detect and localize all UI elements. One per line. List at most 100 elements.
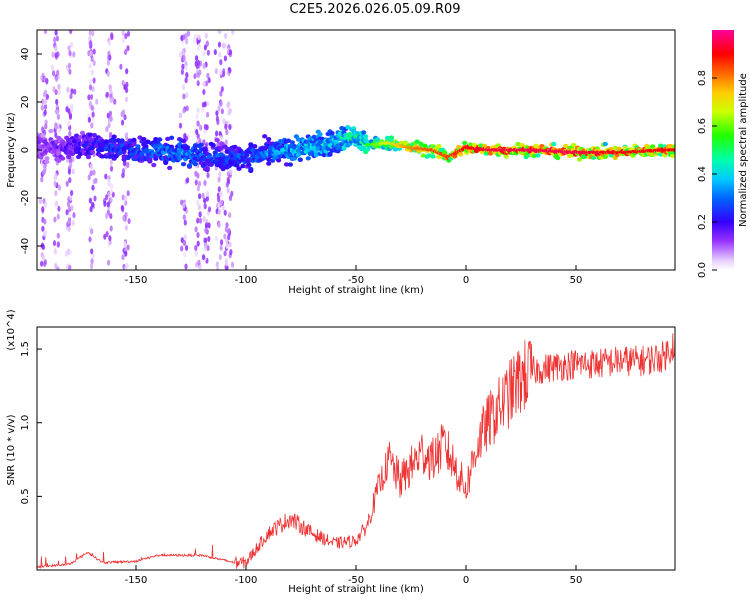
heatmap-cell: [184, 145, 191, 150]
heatmap-cell: [216, 266, 220, 270]
heatmap-cell: [248, 142, 254, 147]
heatmap-cell: [55, 108, 60, 115]
x-tick-label: -100: [235, 275, 258, 286]
heatmap-cell: [109, 225, 113, 232]
heatmap-cell: [40, 104, 44, 111]
heatmap-cell: [69, 30, 73, 34]
heatmap-cell: [57, 184, 62, 191]
snr-y-multiplier: (x10^4): [6, 309, 17, 350]
heatmap-cell: [91, 117, 95, 123]
heatmap-cell: [551, 141, 557, 147]
heatmap-cell: [672, 144, 675, 149]
heatmap-cell: [121, 80, 125, 86]
heatmap-cell: [224, 33, 228, 40]
heatmap-cell: [108, 235, 112, 242]
heatmap-cell: [201, 192, 205, 199]
heatmap-cell: [87, 132, 94, 137]
heatmap-cell: [229, 249, 233, 256]
heatmap-cell: [60, 156, 66, 161]
heatmap-cell: [215, 130, 219, 137]
heatmap-cell: [89, 50, 93, 57]
heatmap-cell: [95, 98, 99, 105]
heatmap-cell: [66, 201, 70, 208]
heatmap-cell: [92, 60, 96, 66]
heatmap-cell: [105, 126, 109, 133]
heatmap-cell: [54, 263, 58, 269]
heatmap-cell: [646, 145, 652, 150]
heatmap-cell: [40, 133, 46, 138]
heatmap-cell: [124, 250, 128, 257]
heatmap-cell: [196, 80, 200, 87]
colorbar-tick-label: 0.2: [697, 214, 708, 230]
heatmap-cell: [287, 162, 293, 167]
heatmap-cell: [227, 234, 231, 241]
heatmap-cell: [89, 170, 93, 177]
heatmap-cell: [107, 122, 111, 129]
heatmap-cell: [219, 244, 223, 251]
x-tick-label: 0: [463, 575, 469, 586]
heatmap-cell: [111, 138, 117, 143]
heatmap-cell: [204, 237, 208, 244]
heatmap-cell: [69, 41, 74, 48]
heatmap-cell: [90, 258, 94, 265]
colorbar-tick-label: 0.6: [697, 118, 708, 134]
heatmap-cell: [201, 106, 205, 113]
heatmap-cell: [91, 133, 97, 138]
heatmap-cell: [418, 141, 424, 147]
heatmap-cell: [236, 166, 242, 171]
heatmap-cell: [196, 185, 200, 192]
heatmap-cell: [52, 143, 58, 148]
heatmap-cell: [109, 115, 113, 122]
heatmap-cell: [106, 71, 110, 77]
heatmap-cell: [232, 144, 238, 150]
heatmap-cell: [195, 251, 199, 257]
heatmap-cell: [228, 124, 232, 130]
heatmap-cell: [203, 203, 207, 210]
heatmap-cell: [205, 195, 209, 202]
heatmap-cell: [555, 155, 561, 161]
heatmap-cell: [88, 197, 92, 204]
heatmap-cell: [56, 266, 60, 270]
heatmap-cell: [165, 136, 171, 142]
heatmap-cell: [194, 179, 198, 186]
heatmap-cell: [53, 36, 57, 43]
heatmap-cell: [131, 137, 137, 143]
heatmap-cell: [203, 101, 207, 108]
heatmap-cell: [72, 51, 76, 58]
heatmap-cell: [571, 142, 577, 148]
heatmap-cell: [126, 45, 130, 52]
heatmap-cell: [93, 195, 97, 202]
heatmap-cell: [262, 134, 268, 139]
heatmap-cell: [90, 228, 94, 235]
heatmap-cell: [217, 176, 221, 183]
heatmap-cell: [240, 163, 246, 169]
colorbar-tick-label: 0.0: [697, 262, 708, 278]
heatmap-cell: [199, 124, 203, 131]
heatmap-cell: [217, 202, 221, 209]
heatmap-cell: [52, 70, 56, 77]
heatmap-cell: [205, 40, 209, 47]
heatmap-cell: [227, 109, 231, 116]
heatmap-cell: [214, 235, 218, 242]
heatmap-cell: [217, 222, 221, 228]
heatmap-cell: [107, 178, 111, 185]
heatmap-cell: [436, 143, 442, 149]
heatmap-cell: [202, 80, 206, 87]
heatmap-cell: [207, 236, 211, 242]
heatmap-cell: [120, 205, 124, 211]
heatmap-cell: [198, 193, 202, 200]
snr-x-axis-label: Height of straight line (km): [288, 584, 424, 595]
heatmap-cell: [442, 150, 448, 155]
heatmap-cell: [228, 241, 232, 248]
heatmap-cell: [45, 93, 50, 100]
heatmap-cell: [103, 200, 107, 207]
heatmap-cell: [50, 64, 55, 71]
heatmap-cell: [105, 91, 109, 98]
heatmap-cell: [67, 45, 71, 52]
y-tick-label: -20: [20, 190, 31, 206]
heatmap-cell: [89, 149, 95, 155]
heatmap-cell: [180, 138, 187, 143]
spectrogram-x-axis-label: Height of straight line (km): [288, 285, 424, 296]
heatmap-cell: [202, 89, 206, 95]
x-tick-label: -50: [348, 275, 364, 286]
